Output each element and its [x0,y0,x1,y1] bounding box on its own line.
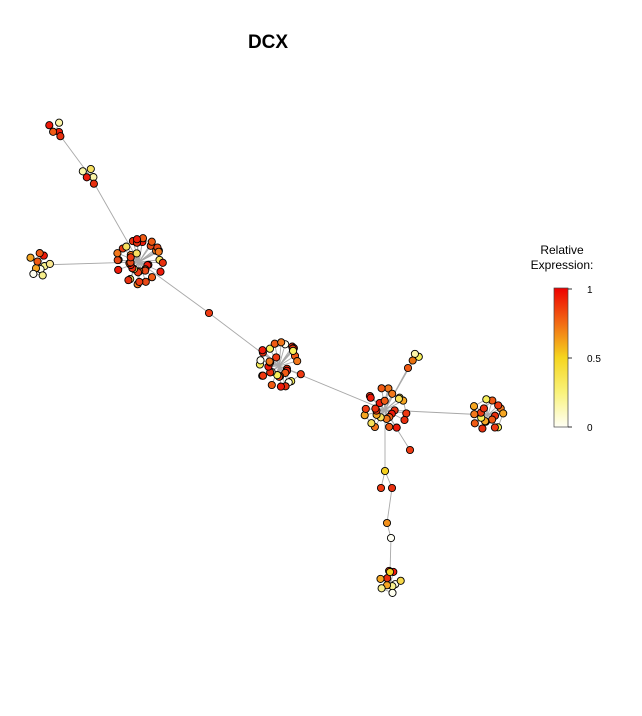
graph-node [277,338,286,347]
backbone-edge [278,365,386,411]
graph-node [376,483,386,493]
graph-node [82,173,91,182]
edge-layer [30,122,504,594]
graph-node [478,424,487,433]
graph-node [126,253,135,262]
graph-node [469,402,479,411]
graph-node [380,466,390,476]
graph-node [265,357,274,366]
chart-title: DCX [248,32,288,53]
graph-node [204,308,214,318]
graph-node [296,370,305,379]
legend-title-line1: Relative [540,243,584,257]
graph-node [272,353,281,362]
graph-node [499,409,508,418]
graph-node [113,249,122,258]
graph-node [377,584,386,593]
graph-node [276,382,285,391]
graph-node [380,396,389,405]
graph-node [385,422,394,431]
color-legend: Relative Expression: 1 0.5 0 [531,243,602,434]
graph-node [78,167,87,176]
graph-node [470,419,479,428]
graph-node [33,257,42,266]
graph-node [377,384,386,393]
backbone-edge [389,537,392,573]
graph-node [38,271,47,280]
graph-node [396,576,405,585]
graph-node [35,249,44,258]
graph-node [147,273,157,282]
graph-node [122,242,131,251]
graph-node [293,357,302,366]
graph-node [490,423,499,432]
graph-node [494,401,503,410]
graph-node [367,419,376,428]
graph-node [470,410,479,419]
graph-node [410,349,419,358]
graph-node [154,247,163,256]
graph-node [400,415,409,425]
graph-node [89,173,98,182]
graph-node [89,179,98,188]
graph-node [156,267,165,276]
graph-node [361,404,370,413]
graph-node [386,533,396,543]
graph-node [479,404,488,413]
graph-node [49,127,58,136]
backbone-edge [39,261,140,266]
graph-node [392,423,401,432]
graph-node [482,395,491,404]
backbone-edge [386,487,393,524]
legend-label-0: 0 [587,423,593,434]
graph-node [405,445,415,455]
graph-node [382,518,392,528]
graph-node [402,409,411,418]
graph-node [29,269,38,278]
legend-label-1: 1 [587,285,593,296]
legend-label-05: 0.5 [587,354,601,365]
backbone-edge [384,367,409,411]
graph-node [403,363,413,373]
graph-node [45,121,54,130]
graph-node [387,483,397,493]
graph-node [267,380,276,390]
graph-node [113,256,122,265]
graph-node [124,276,133,285]
graph-node [265,344,274,353]
graph-node [86,164,95,174]
graph-node [55,118,64,127]
graph-node [258,346,267,355]
graph-node [408,356,417,365]
graph-node [366,393,375,402]
graph-node [135,277,144,286]
graph-node [289,346,298,355]
graph-node [147,237,156,246]
graph-node [258,371,268,380]
graph-node [388,588,397,597]
graph-node [376,574,385,583]
graph-node [394,394,403,403]
graph-node [385,567,395,577]
graph-node [388,389,397,398]
legend-color-bar [553,287,569,428]
graph-node [45,259,54,268]
backbone-edge [208,312,280,367]
backbone-edge [138,261,210,314]
backbone-edge [89,175,140,263]
graph-node [114,265,123,274]
graph-node [256,356,265,365]
graph-node [132,249,141,258]
graph-node [371,404,380,413]
graph-node [158,258,167,267]
node-layer [26,118,508,597]
graph-node [270,339,279,348]
legend-title-line2: Expression: [531,258,594,272]
graph-node [56,132,65,141]
graph-node [132,235,142,244]
graph-node [26,253,35,262]
